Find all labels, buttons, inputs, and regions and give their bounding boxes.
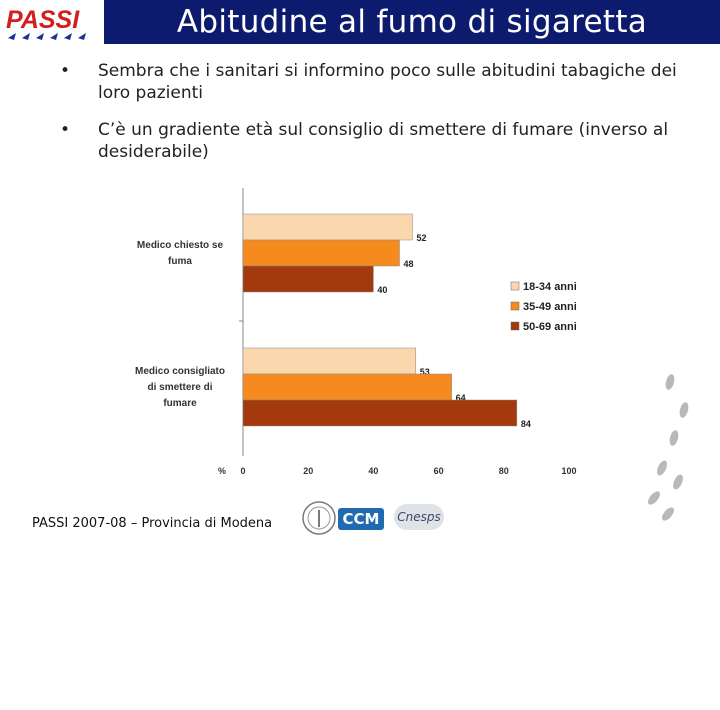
bullet-text: Sembra che i sanitari si informino poco … bbox=[98, 61, 677, 103]
category-label: di smettere di bbox=[147, 382, 212, 393]
x-tick-label: 0 bbox=[240, 466, 245, 476]
ccm-logo: CCM bbox=[338, 508, 384, 530]
bullet-dot-icon: • bbox=[60, 120, 71, 140]
x-tick-label: 100 bbox=[561, 466, 576, 476]
bar bbox=[242, 265, 374, 293]
legend-label: 18-34 anni bbox=[523, 281, 577, 293]
category-label: Medico chiesto se bbox=[137, 240, 224, 251]
cnesps-logo: Cnesps bbox=[394, 504, 444, 530]
bullet-item: • Sembra che i sanitari si informino poc… bbox=[60, 60, 700, 104]
bar-chart: 0 20 40 60 80 100% Medico chiesto se fuma 52 48 40… bbox=[135, 188, 577, 476]
data-label: 84 bbox=[521, 419, 531, 429]
x-tick-label: 80 bbox=[499, 466, 509, 476]
passi-logo-text: PASSI bbox=[6, 6, 80, 34]
data-label: 52 bbox=[417, 233, 427, 243]
footprints-icon bbox=[8, 33, 86, 40]
category-label: fuma bbox=[168, 256, 192, 267]
bullet-item: • C’è un gradiente età sul consiglio di … bbox=[60, 119, 700, 163]
legend-swatch bbox=[510, 301, 520, 311]
x-tick-label: 40 bbox=[368, 466, 378, 476]
x-axis-label: % bbox=[218, 466, 226, 476]
legend-label: 35-49 anni bbox=[523, 301, 577, 313]
passi-logo: PASSI bbox=[0, 0, 104, 44]
x-tick-label: 20 bbox=[303, 466, 313, 476]
x-tick-label: 60 bbox=[434, 466, 444, 476]
title-bar: Abitudine al fumo di sigaretta bbox=[104, 0, 720, 44]
bar bbox=[242, 239, 400, 267]
bar bbox=[242, 213, 413, 241]
category-label: Medico consigliato bbox=[135, 366, 225, 377]
bar bbox=[242, 373, 452, 401]
bar bbox=[242, 347, 417, 375]
legend-label: 50-69 anni bbox=[523, 321, 577, 333]
legend-swatch bbox=[510, 281, 520, 291]
legend-swatch bbox=[510, 321, 520, 331]
bar bbox=[242, 399, 518, 427]
data-label: 53 bbox=[420, 367, 430, 377]
seal-logo bbox=[302, 501, 336, 535]
footer-text: PASSI 2007-08 – Provincia di Modena bbox=[32, 516, 273, 531]
bullet-dot-icon: • bbox=[60, 61, 71, 81]
category-label: fumare bbox=[163, 398, 197, 409]
bullet-text: C’è un gradiente età sul consiglio di sm… bbox=[98, 120, 669, 162]
footprints-decoration-icon bbox=[648, 374, 689, 521]
page-title: Abitudine al fumo di sigaretta bbox=[176, 4, 648, 40]
data-label: 64 bbox=[456, 393, 466, 403]
data-label: 40 bbox=[377, 285, 387, 295]
data-label: 48 bbox=[403, 259, 413, 269]
bullet-list: • Sembra che i sanitari si informino poc… bbox=[60, 60, 700, 178]
